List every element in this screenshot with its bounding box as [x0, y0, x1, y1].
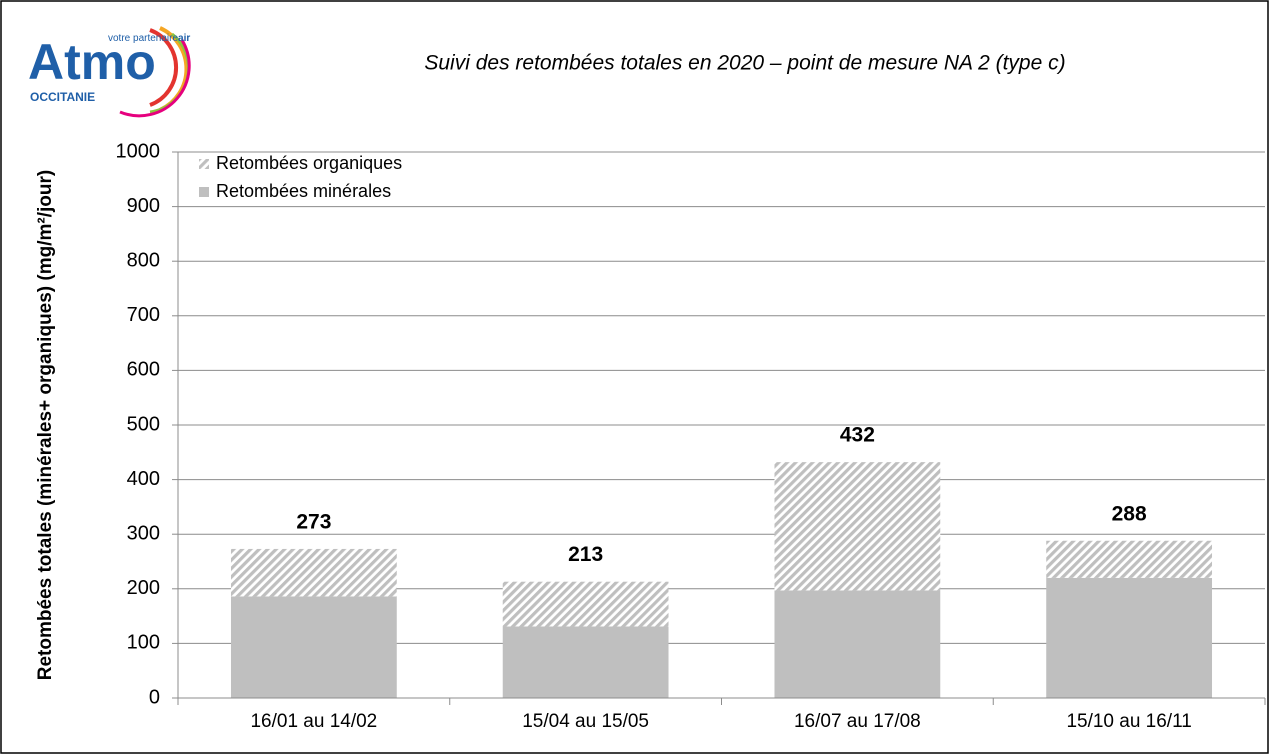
- legend-label: Retombées minérales: [216, 181, 391, 201]
- bar-segment: [230, 548, 397, 597]
- logo-tagline-bold: air: [178, 33, 190, 44]
- x-tick-label: 15/04 au 15/05: [522, 711, 649, 732]
- total-label: 213: [568, 543, 603, 566]
- y-tick-label: 400: [127, 468, 160, 490]
- logo: Atmo votre partenaireair OCCITANIE: [28, 26, 191, 118]
- logo-brand: Atmo: [28, 34, 156, 90]
- y-tick-label: 800: [127, 249, 160, 271]
- bar-segment: [774, 590, 941, 698]
- bar-segment: [1046, 577, 1213, 698]
- legend-swatch: [199, 159, 209, 169]
- logo-tagline-text: votre partenaire: [108, 33, 178, 44]
- x-tick-label: 15/10 au 16/11: [1066, 711, 1191, 732]
- y-tick-label: 100: [127, 632, 160, 654]
- y-tick-label: 0: [149, 686, 160, 708]
- chart-title: Suivi des retombées totales en 2020 – po…: [424, 52, 1065, 75]
- logo-region: OCCITANIE: [30, 90, 95, 104]
- logo-tagline: votre partenaireair: [108, 33, 190, 44]
- y-tick-label: 200: [127, 577, 160, 599]
- x-tick-label: 16/07 au 17/08: [794, 711, 921, 732]
- logo-arc: [119, 39, 191, 118]
- total-label: 288: [1112, 502, 1147, 525]
- bar-segment: [502, 581, 669, 627]
- legend-label: Retombées organiques: [216, 153, 402, 173]
- y-tick-label: 700: [127, 304, 160, 326]
- total-label: 273: [296, 510, 331, 533]
- y-axis-title: Retombées totales (minérales+ organiques…: [35, 170, 56, 680]
- total-label: 432: [840, 424, 875, 447]
- logo-arc: [149, 28, 178, 107]
- legend-swatch: [199, 187, 209, 197]
- y-tick-label: 900: [127, 195, 160, 217]
- bar-segment: [230, 596, 397, 698]
- y-tick-label: 500: [127, 413, 160, 435]
- y-tick-label: 600: [127, 359, 160, 381]
- y-tick-label: 300: [127, 522, 160, 544]
- bar-segment: [774, 462, 941, 591]
- bar-segment: [502, 626, 669, 698]
- x-tick-label: 16/01 au 14/02: [250, 711, 377, 732]
- bar-segment: [1046, 540, 1213, 578]
- y-tick-label: 1000: [116, 140, 161, 162]
